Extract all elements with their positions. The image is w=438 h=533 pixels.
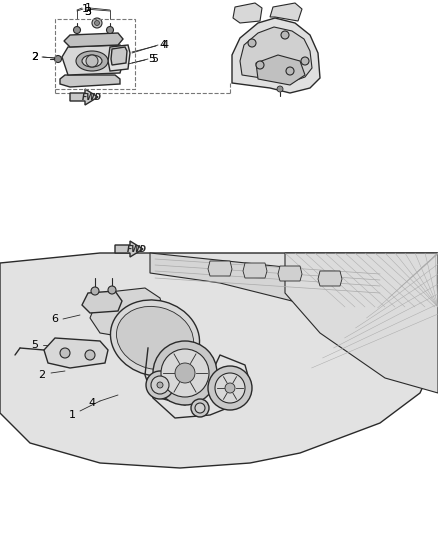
Polygon shape [90,288,165,338]
Circle shape [60,348,70,358]
Circle shape [161,349,209,397]
Text: FWD: FWD [82,93,102,101]
Text: FWD: FWD [127,245,147,254]
Polygon shape [70,89,98,105]
Polygon shape [243,263,267,278]
Polygon shape [44,338,108,368]
Text: 3: 3 [85,7,92,17]
Circle shape [208,366,252,410]
Circle shape [54,55,61,62]
Polygon shape [318,271,342,286]
Text: 1: 1 [81,4,88,14]
Text: 2: 2 [39,370,46,380]
Ellipse shape [110,300,200,376]
Polygon shape [64,33,123,47]
Ellipse shape [82,55,102,67]
Circle shape [153,341,217,405]
Circle shape [151,376,169,394]
Circle shape [86,55,98,67]
Circle shape [286,67,294,75]
Text: 1: 1 [68,410,75,420]
Text: 4: 4 [162,40,169,50]
Circle shape [85,350,95,360]
Text: 2: 2 [32,52,39,62]
Circle shape [74,27,81,34]
Circle shape [248,39,256,47]
Bar [55,19,135,89]
Circle shape [256,61,264,69]
Polygon shape [208,261,232,276]
Text: 1: 1 [85,3,92,13]
Circle shape [108,286,116,294]
Polygon shape [108,45,130,71]
Polygon shape [278,266,302,281]
Circle shape [191,399,209,417]
Circle shape [92,18,102,28]
Polygon shape [82,291,122,313]
Circle shape [106,27,113,34]
Circle shape [281,31,289,39]
Text: 3: 3 [85,7,92,17]
Polygon shape [111,47,127,65]
Polygon shape [232,18,320,93]
Circle shape [146,371,174,399]
Polygon shape [60,75,120,87]
Polygon shape [62,45,125,75]
Polygon shape [0,253,438,468]
Circle shape [195,403,205,413]
Text: 5: 5 [148,54,155,64]
Circle shape [277,86,283,92]
Polygon shape [256,55,305,85]
Circle shape [95,20,99,26]
Text: 2: 2 [32,52,39,62]
Polygon shape [150,253,438,333]
Polygon shape [233,3,262,23]
Circle shape [157,382,163,388]
Circle shape [175,363,195,383]
Ellipse shape [117,306,194,369]
Circle shape [91,287,99,295]
Text: 4: 4 [88,398,95,408]
Circle shape [225,383,235,393]
Circle shape [215,373,245,403]
Text: 4: 4 [159,40,166,50]
Polygon shape [270,3,302,21]
Text: 6: 6 [52,314,59,324]
Polygon shape [240,27,312,83]
Ellipse shape [76,51,108,71]
Polygon shape [115,241,143,257]
Text: 5: 5 [152,54,159,64]
Polygon shape [285,253,438,393]
Text: 5: 5 [32,340,39,350]
Circle shape [301,57,309,65]
